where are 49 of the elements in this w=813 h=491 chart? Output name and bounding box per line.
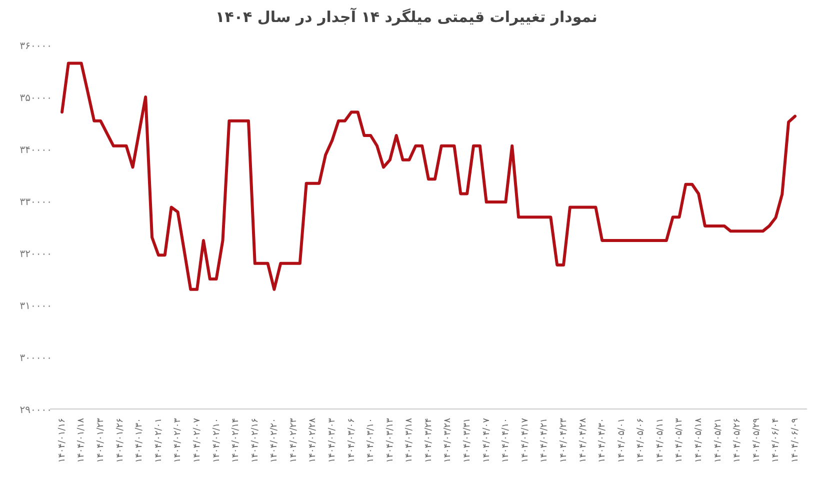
x-tick-label: ۱۴۰۴/۰۱/۲۳ [96,418,106,463]
y-tick-label: ۳۱۰۰۰۰ [20,301,52,312]
x-tick-label: ۱۴۰۴/۰۲/۱۴ [231,418,242,463]
x-tick-label: ۱۴۰۴/۰۵/۰۱ [616,418,627,463]
x-tick-label: ۱۴۰۴/۰۲/۱۰ [212,418,222,463]
x-tick-label: ۱۴۰۴/۰۴/۲۸ [578,418,588,463]
x-tick-label: ۱۴۰۴/۰۵/۲۶ [732,418,743,463]
y-tick-label: ۳۴۰۰۰۰ [20,145,52,156]
x-tick-label: ۱۴۰۴/۰۴/۰۷ [482,418,492,463]
x-tick-label: ۱۴۰۴/۰۴/۲۱ [540,418,550,463]
x-tick-label: ۱۴۰۴/۰۱/۳۰ [134,418,145,463]
x-tick-label: ۱۴۰۴/۰۳/۱۳ [385,418,396,463]
x-tick-label: ۱۴۰۴/۰۵/۱۱ [655,418,666,463]
x-tick-label: ۱۴۰۴/۰۵/۱۳ [674,418,685,463]
y-tick-label: ۲۹۰۰۰۰ [20,405,52,416]
x-tick-label: ۱۴۰۴/۰۵/۱۸ [694,418,704,463]
x-tick-label: ۱۴۰۴/۰۳/۰۶ [346,418,357,463]
x-tick-label: ۱۴۰۴/۰۲/۱۶ [250,418,260,463]
y-tick-label: ۳۶۰۰۰۰ [20,41,52,52]
x-tick-label: ۱۴۰۴/۰۴/۳۰ [598,418,608,463]
x-tick-label: ۱۴۰۴/۰۱/۲۶ [115,418,126,463]
x-tick-label: ۱۴۰۴/۰۵/۲۹ [752,418,762,463]
x-tick-label: ۱۴۰۴/۰۳/۰۳ [328,418,338,463]
x-tick-label: ۱۴۰۴/۰۳/۲۸ [443,418,454,463]
x-tick-label: ۱۴۰۴/۰۲/۲۸ [308,418,318,463]
x-tick-label: ۱۴۰۴/۰۲/۲۰ [270,418,280,463]
x-tick-label: ۱۴۰۴/۰۲/۰۳ [173,418,184,463]
y-tick-label: ۳۰۰۰۰۰ [20,353,52,364]
x-tick-label: ۱۴۰۴/۰۵/۲۱ [713,418,724,463]
x-tick-label: ۱۴۰۴/۰۴/۱۰ [501,418,512,463]
x-tick-label: ۱۴۰۴/۰۶/۰۴ [771,418,782,463]
chart-title: نمودار تغییرات قیمتی میلگرد ۱۴ آجدار در سال ۱۴۰۴ [216,7,598,26]
x-tick-label: ۱۴۰۴/۰۳/۳۱ [462,418,473,463]
line-series [60,62,796,291]
x-tick-label: ۱۴۰۴/۰۶/۰۹ [790,418,800,463]
y-tick-label: ۳۲۰۰۰۰ [20,249,52,260]
x-tick-label: ۱۴۰۴/۰۱/۱۸ [76,418,87,463]
y-tick-label: ۳۵۰۰۰۰ [20,93,52,104]
x-tick-label: ۱۴۰۴/۰۳/۲۴ [424,418,434,463]
x-tick-label: ۱۴۰۴/۰۴/۲۳ [558,418,569,463]
x-tick-label: ۱۴۰۴/۰۱/۱۶ [57,418,68,463]
x-tick-label: ۱۴۰۴/۰۲/۰۱ [154,418,164,463]
x-tick-label: ۱۴۰۴/۰۲/۰۷ [192,418,202,463]
x-tick-label: ۱۴۰۴/۰۳/۱۰ [366,418,376,463]
x-tick-label: ۱۴۰۴/۰۳/۱۸ [404,418,415,463]
x-tick-label: ۱۴۰۴/۰۴/۱۷ [520,418,530,463]
y-tick-label: ۳۳۰۰۰۰ [20,197,52,208]
x-tick-label: ۱۴۰۴/۰۵/۰۶ [636,418,646,463]
x-tick-label: ۱۴۰۴/۰۲/۲۳ [288,418,299,463]
